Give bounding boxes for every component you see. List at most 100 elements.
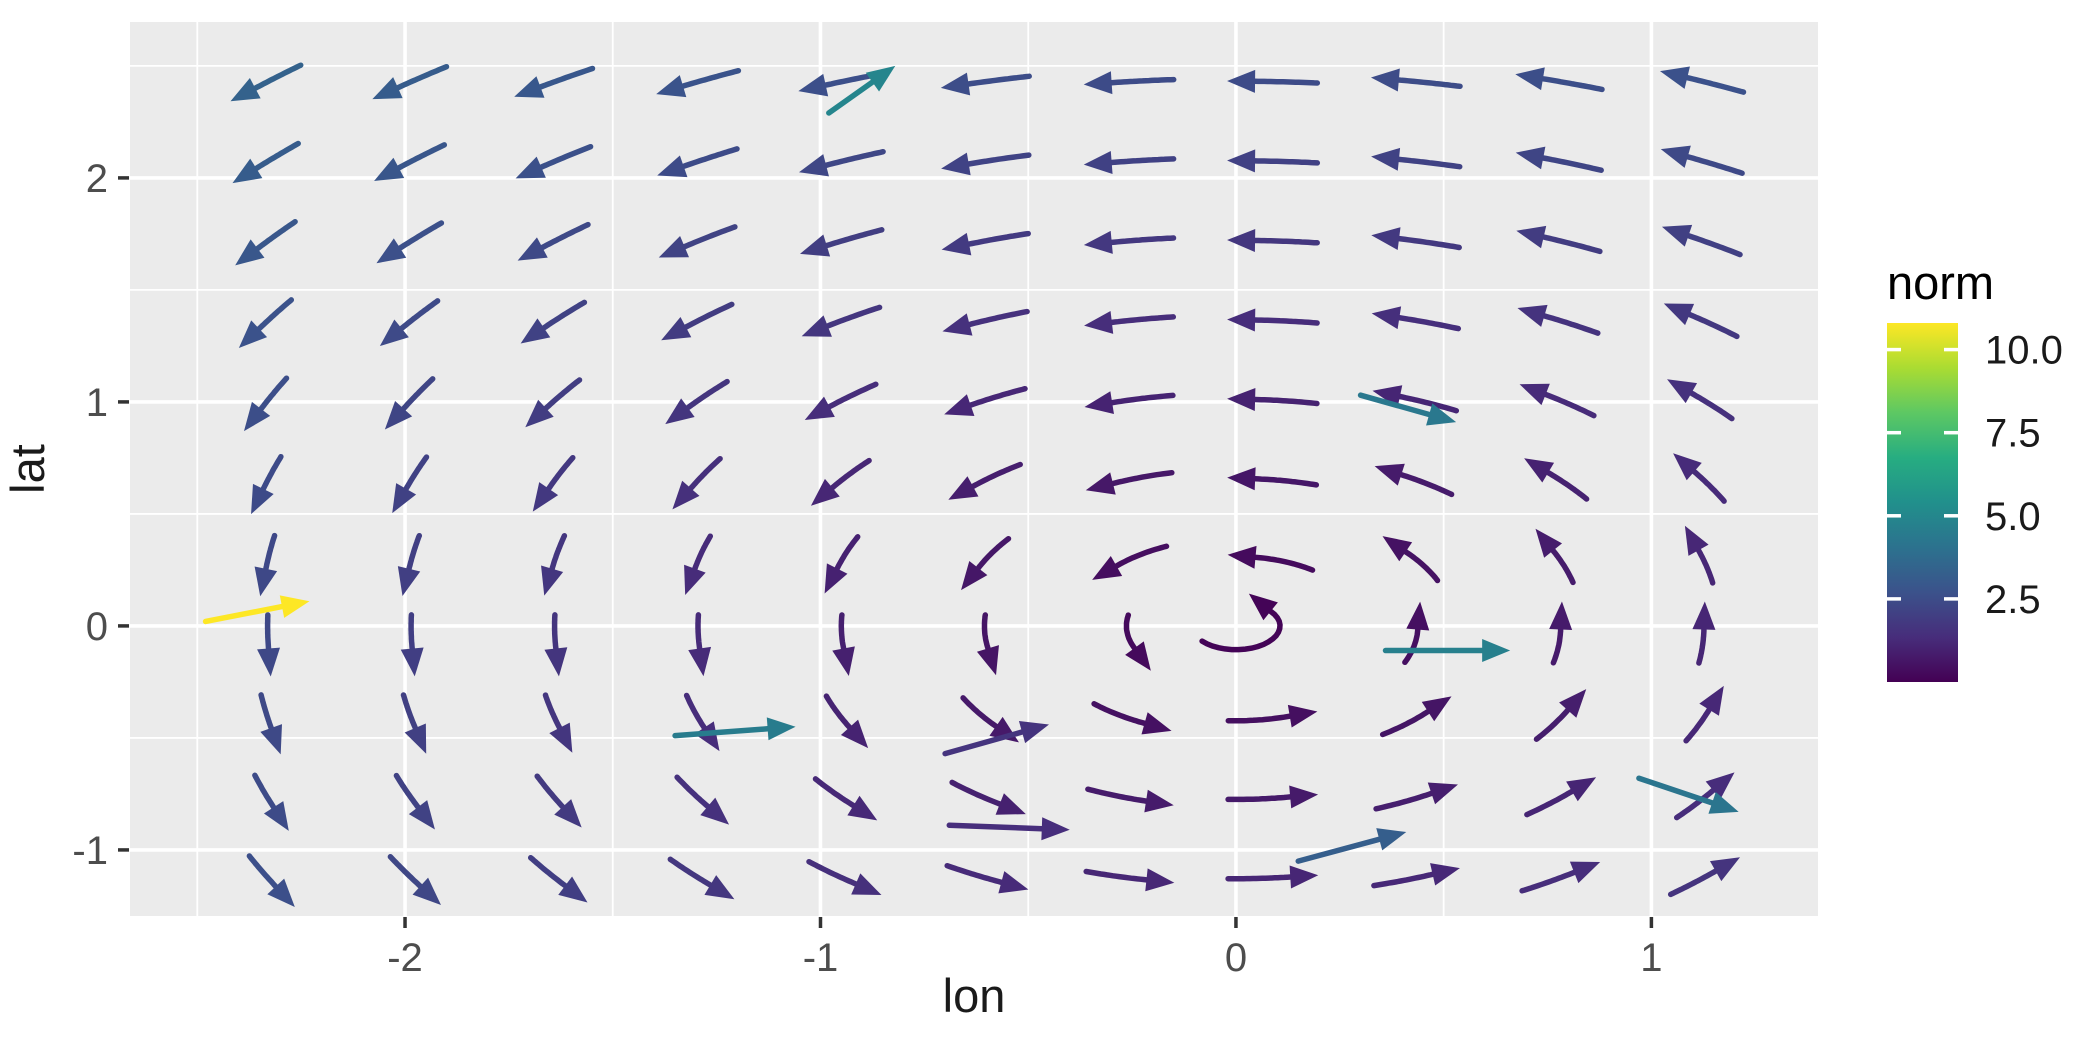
field-arrow-head: [408, 800, 435, 830]
field-arrow-head: [1517, 304, 1548, 327]
field-arrow: [681, 224, 738, 250]
field-arrow: [949, 779, 1003, 807]
field-arrow: [944, 862, 1005, 886]
field-arrow-head: [1660, 145, 1691, 168]
field-arrow-head: [238, 320, 268, 349]
field-arrow-head: [798, 73, 829, 97]
field-arrow: [549, 533, 568, 572]
field-arrow: [252, 772, 277, 811]
field-arrow-head: [232, 158, 263, 184]
field-arrow-head: [1145, 868, 1175, 892]
colorbar-label: 10.0: [1985, 329, 2063, 373]
field-arrow: [1396, 156, 1463, 170]
field-arrow-head: [404, 723, 427, 754]
y-tick-label: 1: [86, 381, 108, 425]
field-arrow-head: [1144, 789, 1174, 813]
field-arrow-head: [235, 239, 265, 266]
field-arrow: [1691, 468, 1727, 504]
field-arrow: [1519, 869, 1577, 894]
field-arrow: [1686, 311, 1740, 340]
field-arrow: [263, 532, 278, 572]
field-arrow-head: [412, 877, 441, 906]
field-arrow-head: [1141, 712, 1172, 735]
field-arrow-head: [397, 566, 421, 597]
field-arrow: [542, 692, 563, 731]
field-arrow: [406, 532, 423, 572]
y-axis-title: lat: [1, 444, 54, 494]
field-arrow-head: [558, 876, 588, 903]
field-arrow-head: [1227, 467, 1256, 491]
noise-arrow: [826, 79, 876, 116]
field-arrow-head: [694, 721, 720, 752]
field-arrow: [683, 301, 735, 330]
noise-arrow-head: [1426, 403, 1457, 426]
field-arrow-head: [665, 398, 695, 425]
colorbar-gradient: [1887, 323, 1958, 682]
field-arrow-head: [1430, 863, 1460, 886]
noise-arrow-head: [1376, 828, 1407, 851]
field-arrow: [834, 534, 861, 572]
field-arrow: [395, 63, 450, 91]
field-arrow: [1252, 554, 1316, 573]
field-arrow-head: [525, 399, 554, 428]
field-arrow-head: [941, 152, 971, 176]
y-tick-label: 2: [86, 157, 108, 201]
field-arrow-head: [810, 478, 840, 506]
field-arrow: [1688, 390, 1735, 422]
field-arrow-head: [1535, 528, 1563, 558]
field-arrow: [1109, 314, 1177, 326]
field-arrow-head: [1248, 593, 1278, 621]
field-arrow: [538, 143, 594, 170]
field-arrow: [965, 152, 1032, 167]
field-arrow-head: [1287, 704, 1318, 728]
field-arrow-head: [661, 316, 692, 341]
field-arrow: [1108, 76, 1177, 86]
field-arrow-head: [379, 319, 409, 347]
field-arrow-head: [517, 237, 548, 261]
colorbar-ticks: [1887, 347, 1958, 601]
noise-arrow-head: [279, 595, 310, 618]
field-arrow-head: [1083, 230, 1113, 254]
field-arrow: [527, 854, 568, 889]
field-arrow: [1252, 476, 1320, 488]
field-arrow: [1379, 708, 1431, 738]
field-arrow: [823, 148, 886, 169]
y-tick-label: 0: [86, 605, 108, 649]
field-arrow: [1541, 313, 1601, 336]
field-arrow: [981, 612, 991, 652]
field-arrow: [551, 612, 559, 652]
field-arrow: [1540, 155, 1604, 173]
field-arrow-head: [672, 480, 700, 510]
field-arrow-head: [251, 483, 274, 515]
field-arrow: [1199, 608, 1283, 653]
field-arrow: [1397, 393, 1460, 414]
field-arrow-head: [384, 400, 413, 430]
field-arrow-head: [544, 647, 568, 677]
field-arrow-head: [230, 78, 261, 102]
field-arrow: [400, 692, 419, 731]
field-arrow-head: [520, 318, 551, 344]
field-arrow: [408, 612, 415, 652]
field-arrow-head: [941, 232, 972, 256]
field-arrow: [674, 774, 711, 810]
field-arrow-head: [400, 647, 424, 677]
field-arrow-head: [1371, 147, 1401, 171]
field-arrow-head: [263, 801, 289, 831]
field-arrow: [695, 612, 703, 652]
field-arrow: [680, 67, 742, 89]
field-arrow: [683, 692, 707, 731]
field-arrow-head: [1289, 785, 1319, 809]
field-arrow: [1396, 77, 1463, 90]
field-arrow: [966, 230, 1031, 247]
field-arrow: [826, 381, 879, 410]
field-arrow-head: [1516, 225, 1547, 249]
field-arrow-head: [851, 873, 882, 896]
field-arrow-head: [554, 799, 582, 828]
field-arrow-head: [799, 234, 831, 257]
field-arrow: [838, 612, 847, 652]
field-arrow: [1373, 790, 1435, 812]
field-arrow: [252, 62, 304, 91]
field-arrow-head: [1569, 861, 1601, 884]
field-arrow: [1108, 156, 1177, 166]
field-arrow: [256, 297, 295, 332]
